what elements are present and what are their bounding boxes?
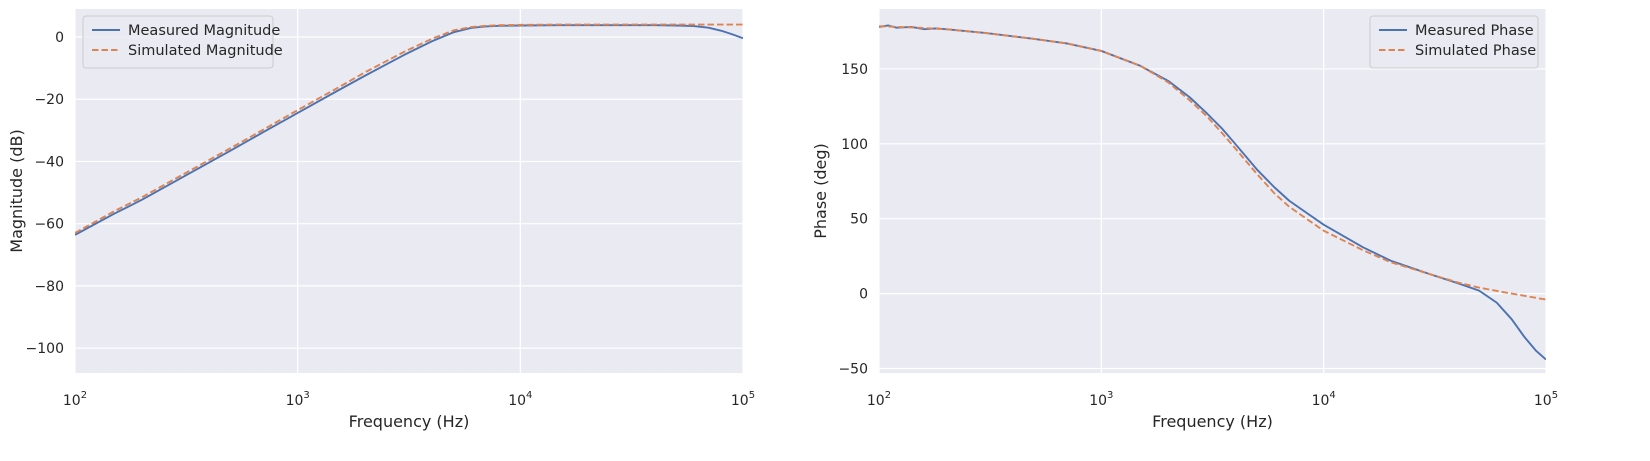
y-tick-label: −40: [34, 154, 64, 170]
x-tick-exponent: 3: [303, 390, 309, 401]
y-tick-label: −100: [26, 341, 64, 357]
y-tick-label: 150: [841, 62, 868, 78]
x-tick-exponent: 4: [1329, 390, 1335, 401]
x-tick-exponent: 2: [81, 390, 87, 401]
y-tick-label: −50: [838, 362, 868, 378]
y-tick-label: −80: [34, 279, 64, 295]
y-tick-label: −60: [34, 217, 64, 233]
legend: Measured Magnitude Simulated Magnitude: [82, 15, 283, 69]
x-tick-exponent: 3: [1107, 390, 1113, 401]
x-tick-base: 10: [1312, 393, 1330, 409]
legend-label: Simulated Phase: [1415, 43, 1536, 59]
legend-label: Simulated Magnitude: [128, 43, 283, 59]
plot-background: [75, 9, 743, 373]
x-tick-base: 10: [63, 393, 81, 409]
x-tick-exponent: 4: [526, 390, 532, 401]
x-tick-base: 10: [1089, 393, 1107, 409]
x-tick-base: 10: [1534, 393, 1552, 409]
x-tick-label: 104: [1312, 390, 1336, 409]
x-tick-base: 10: [731, 393, 749, 409]
x-axis-label: Frequency (Hz): [349, 412, 470, 431]
y-axis-label: Magnitude (dB): [7, 129, 26, 252]
series-group: [75, 23, 743, 236]
x-tick-label: 105: [731, 390, 755, 409]
y-axis-label: Phase (deg): [811, 143, 830, 239]
x-tick-base: 10: [867, 393, 885, 409]
y-tick-label: 0: [55, 30, 64, 46]
x-tick-label: 102: [867, 390, 891, 409]
y-tick-label: 100: [841, 137, 868, 153]
x-tick-label: 104: [508, 390, 532, 409]
x-tick-label: 103: [1089, 390, 1113, 409]
y-tick-label: 0: [859, 287, 868, 303]
legend-label: Measured Phase: [1415, 23, 1534, 39]
measured-series-line: [75, 24, 743, 236]
x-axis-label: Frequency (Hz): [1152, 412, 1273, 431]
simulated-series-line: [75, 23, 743, 234]
series-group: [879, 24, 1546, 361]
legend-frame: [82, 15, 274, 69]
x-tick-base: 10: [508, 393, 526, 409]
x-tick-label: 103: [286, 390, 310, 409]
legend: Measured Phase Simulated Phase: [1369, 15, 1539, 69]
simulated-series-line: [879, 25, 1546, 301]
legend-label: Measured Magnitude: [128, 23, 280, 39]
x-tick-base: 10: [286, 393, 304, 409]
y-tick-label: −20: [34, 92, 64, 108]
x-tick-exponent: 2: [885, 390, 891, 401]
x-tick-label: 102: [63, 390, 87, 409]
x-tick-label: 105: [1534, 390, 1558, 409]
legend-frame: [1369, 15, 1539, 69]
y-tick-label: 50: [850, 212, 868, 228]
x-tick-exponent: 5: [1552, 390, 1558, 401]
plot-background: [879, 9, 1546, 373]
x-tick-exponent: 5: [749, 390, 755, 401]
